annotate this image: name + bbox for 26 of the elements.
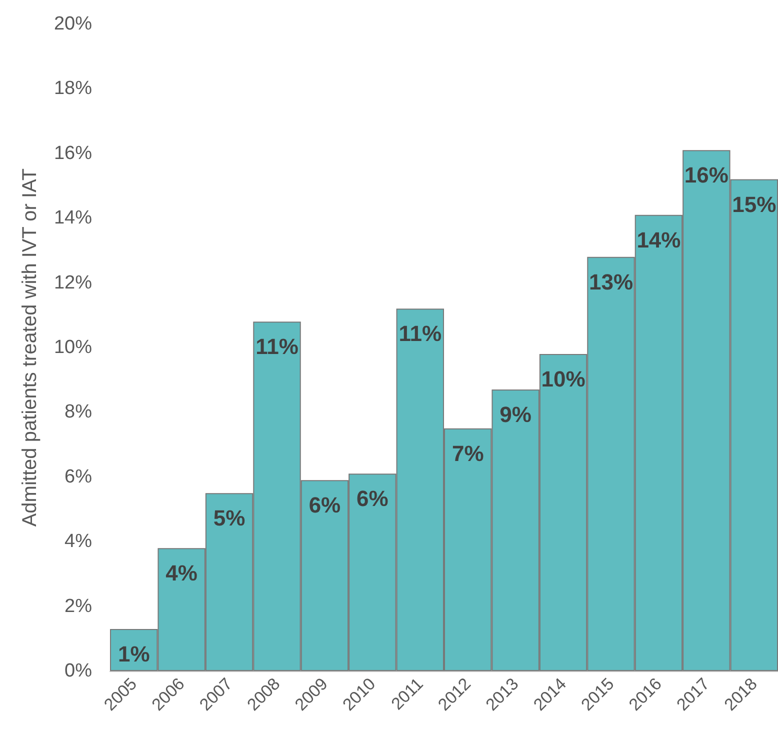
data-label: 6%: [356, 486, 388, 512]
data-label: 16%: [684, 162, 728, 188]
data-label: 4%: [166, 560, 198, 586]
data-label: 11%: [398, 321, 442, 346]
y-tick-label: 6%: [64, 466, 92, 488]
data-label: 6%: [308, 492, 341, 518]
data-label: 9%: [500, 402, 532, 428]
data-label: 5%: [213, 506, 246, 531]
y-tick-label: 8%: [64, 402, 92, 423]
data-label: 13%: [588, 269, 634, 294]
y-tick-label: 2%: [64, 596, 92, 617]
data-label: 10%: [541, 366, 586, 392]
y-tick-label: 0%: [64, 660, 92, 682]
y-tick-label: 10%: [54, 337, 92, 358]
data-label: 11%: [256, 334, 298, 360]
data-label: 7%: [452, 440, 484, 466]
y-axis-title: Admitted patients treated with IVT or IAT: [19, 168, 41, 527]
y-tick-label: 16%: [54, 142, 92, 164]
y-tick-label: 4%: [64, 531, 92, 552]
y-tick-label: 12%: [54, 272, 92, 294]
data-label: 14%: [636, 227, 681, 252]
y-tick-label: 18%: [54, 78, 92, 100]
y-tick-label: 20%: [54, 14, 92, 34]
data-label: 1%: [118, 641, 150, 666]
y-tick-label: 14%: [54, 208, 92, 229]
data-label: 15%: [732, 192, 776, 217]
